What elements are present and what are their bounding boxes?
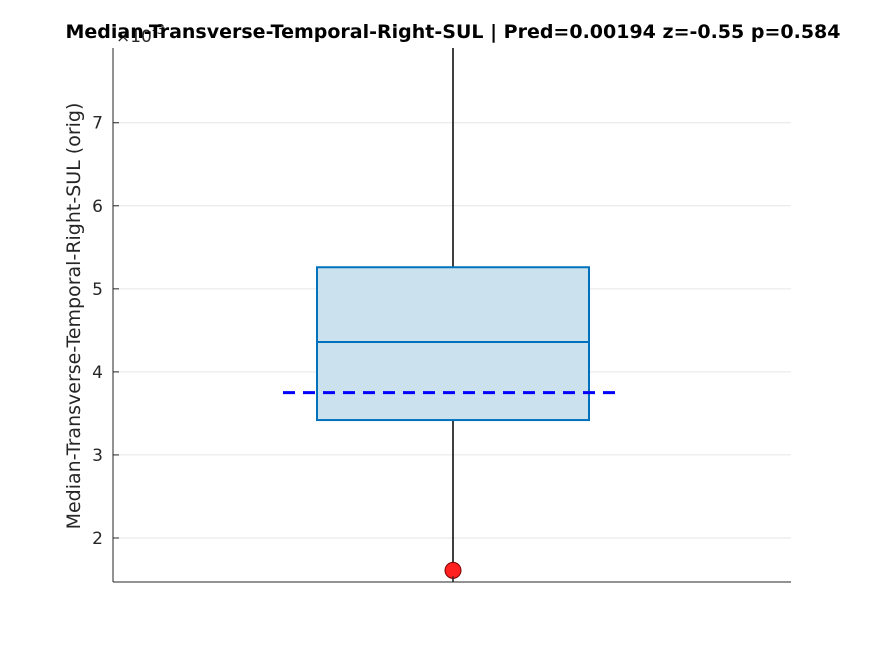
y-exponent-power: -3: [152, 23, 165, 38]
y-exponent-base: ×10: [116, 27, 152, 47]
y-tick-label: 5: [92, 280, 103, 300]
axes: [112, 48, 791, 583]
y-tick-label: 3: [92, 446, 103, 466]
y-tick-label: 2: [92, 529, 103, 549]
y-tick-label: 6: [92, 197, 103, 217]
prediction-point: [444, 561, 462, 579]
y-axis-label: Median-Transverse-Temporal-Right-SUL (or…: [63, 103, 85, 530]
chart-title: Median-Transverse-Temporal-Right-SUL | P…: [65, 21, 840, 43]
plot-area: [283, 48, 623, 582]
y-tick-label: 4: [92, 363, 103, 383]
y-tick-labels: 2 3 4 5 6 7: [92, 114, 103, 549]
y-tick-label: 7: [92, 114, 103, 134]
y-exponent-label: ×10-3: [116, 23, 165, 47]
iqr-box: [316, 266, 590, 422]
